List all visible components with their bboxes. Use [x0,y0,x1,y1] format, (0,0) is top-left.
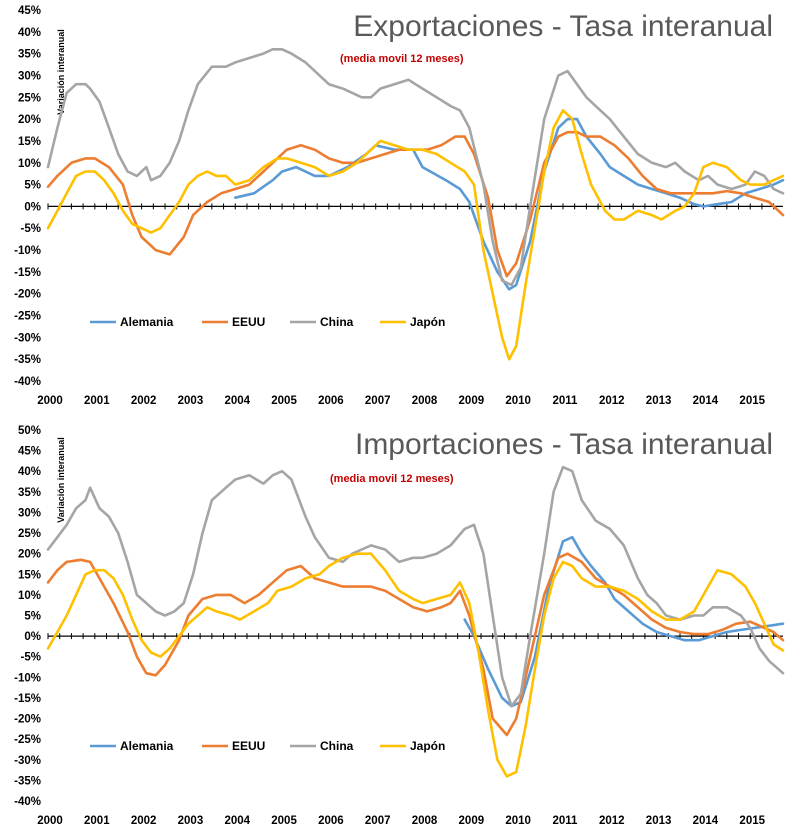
legend-label: China [320,739,354,753]
y-tick-label: -20% [14,289,41,301]
legend-label: EEUU [232,739,265,753]
y-tick-label: 15% [18,569,41,581]
x-tick-label: 2013 [646,395,672,407]
x-tick-label: 2011 [552,395,578,407]
x-tick-label: 2011 [552,815,578,827]
x-tick-label: 2014 [693,395,719,407]
y-tick-label: 10% [18,590,41,602]
y-tick-label: 0% [24,201,41,213]
y-tick-label: -30% [14,755,41,767]
imports-chart: 50% 45% 40% 35% 30% 25% 20% 15% 10% 5% 0% -5% -10% -1… [14,425,785,827]
y-tick-label: 20% [18,114,41,126]
y-tick-label: 10% [18,158,41,170]
x-tick-label: 2007 [365,395,391,407]
chart-subtitle: (media movil 12 meses) [330,473,454,485]
y-tick-label: -20% [14,714,41,726]
x-tick-label: 2003 [178,815,204,827]
y-tick-label: 40% [18,27,41,39]
legend-label: EEUU [232,315,265,329]
y-tick-label: 25% [18,92,41,104]
x-tick-label: 2004 [224,815,250,827]
y-tick-label: 0% [24,631,41,643]
x-tick-label: 2000 [37,395,63,407]
legend-label: Japón [410,315,445,329]
series-line-china [46,465,785,708]
y-tick-label: 50% [18,425,41,437]
y-tick-label: 5% [24,180,41,192]
legend-label: Alemania [120,739,174,753]
legend-label: China [320,315,354,329]
x-tick-label: 2001 [84,815,110,827]
y-tick-label: -10% [14,245,41,257]
x-tick-label: 2010 [505,395,531,407]
y-tick-label: 5% [24,611,41,623]
x-tick-label: 2013 [646,815,672,827]
x-tick-label: 2015 [739,395,765,407]
x-tick-label: 2012 [599,815,625,827]
x-tick-label: 2007 [365,815,391,827]
chart-title: Importaciones - Tasa interanual [355,428,773,461]
x-tick-label: 2008 [412,395,438,407]
x-tick-label: 2010 [505,815,531,827]
x-tick-label: 2004 [224,395,250,407]
y-tick-label: 35% [18,49,41,61]
y-tick-label: -5% [21,652,41,664]
y-tick-label: 25% [18,528,41,540]
x-tick-label: 2012 [599,395,625,407]
y-tick-label: 45% [18,446,41,458]
series-line-alemania [234,117,785,291]
y-tick-label: -40% [14,796,41,808]
x-tick-label: 2001 [84,395,110,407]
series-line-china [46,48,785,287]
y-tick-label: -15% [14,267,41,279]
x-tick-label: 2006 [318,395,344,407]
series-line-alemania [463,535,785,708]
series-line-japon [46,109,785,361]
x-tick-label: 2002 [131,395,157,407]
y-tick-label: 20% [18,549,41,561]
y-axis-title: Variación interanual [56,437,66,523]
x-tick-label: 2008 [412,815,438,827]
y-tick-label: 45% [18,5,41,17]
y-tick-label: -5% [21,223,41,235]
x-tick-label: 2005 [271,395,297,407]
x-tick-label: 2002 [131,815,157,827]
series-line-japon [46,552,785,778]
x-tick-label: 2009 [459,815,485,827]
x-tick-label: 2000 [37,815,63,827]
x-tick-label: 2015 [739,815,765,827]
y-tick-label: 15% [18,136,41,148]
legend-label: Japón [410,739,445,753]
y-tick-label: -35% [14,354,41,366]
y-tick-label: -10% [14,672,41,684]
y-tick-label: 35% [18,487,41,499]
y-tick-label: -35% [14,775,41,787]
y-tick-label: -30% [14,332,41,344]
y-tick-label: -25% [14,734,41,746]
y-tick-label: -15% [14,693,41,705]
y-tick-label: 40% [18,466,41,478]
chart-subtitle: (media movil 12 meses) [340,53,464,65]
chart-title: Exportaciones - Tasa interanual [353,10,773,43]
y-tick-label: -40% [14,376,41,388]
x-tick-label: 2006 [318,815,344,827]
x-tick-label: 2005 [271,815,297,827]
y-tick-label: -25% [14,311,41,323]
legend-label: Alemania [120,315,174,329]
x-tick-label: 2014 [693,815,719,827]
exports-chart: 45% 40% 35% 30% 25% 20% 15% 10% 5% 0% -5% -10% -15% -… [14,5,785,407]
series-line-eeuu [46,552,785,737]
x-tick-label: 2003 [178,395,204,407]
x-tick-label: 2009 [459,395,485,407]
y-axis-title: Variación interanual [56,29,66,115]
y-tick-label: 30% [18,70,41,82]
y-tick-label: 30% [18,507,41,519]
